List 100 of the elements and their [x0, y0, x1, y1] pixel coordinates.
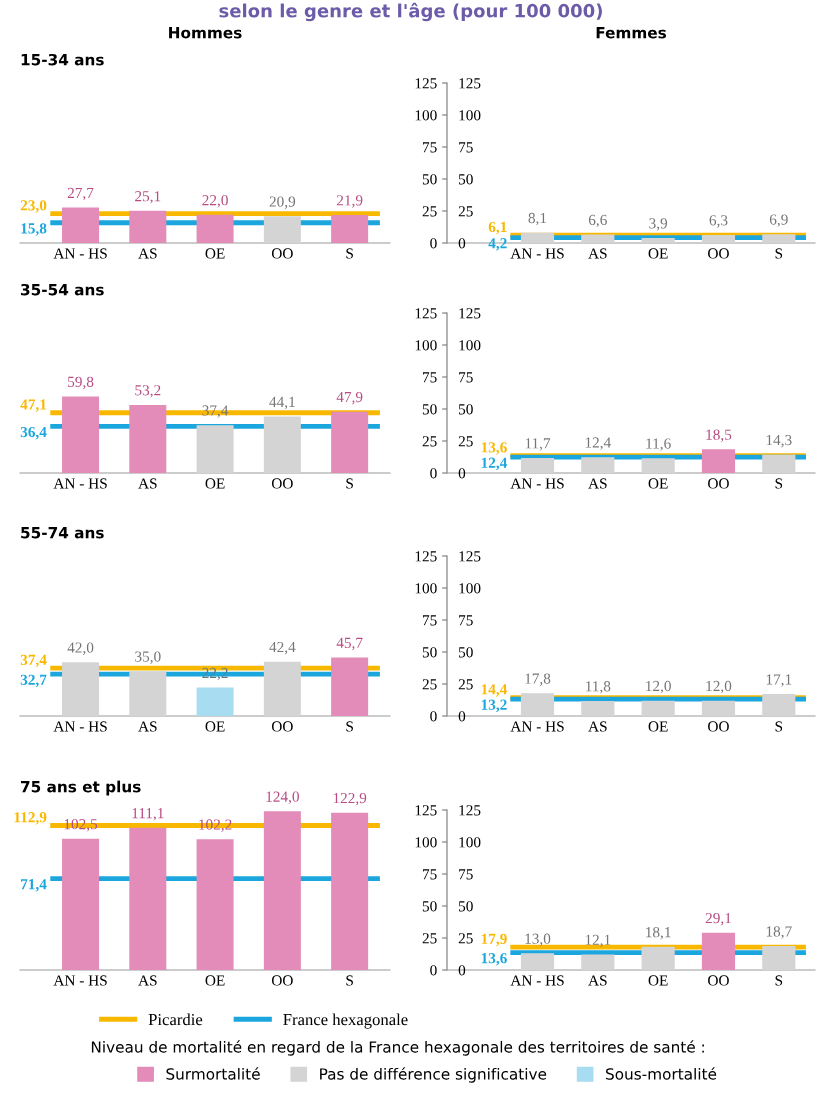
- ref-line-label: 32,7: [20, 674, 47, 688]
- text: Niveau de mortalité en regard de la France hexagonale des territoires de santé :: [91, 1040, 704, 1056]
- x-tick-label: AN - HS: [53, 248, 107, 259]
- x-tick-label: OE: [648, 721, 668, 732]
- bar: [263, 811, 301, 970]
- x-tick-label: AN - HS: [510, 721, 564, 732]
- data-label: 42,0: [67, 642, 94, 655]
- bar: [641, 946, 675, 970]
- bar: [263, 416, 301, 473]
- y-tick-label: 100: [415, 837, 437, 848]
- y2-tick-label: 75: [459, 372, 473, 383]
- bar: [129, 827, 167, 970]
- x-tick-label: S: [775, 721, 783, 732]
- x-tick-label: OE: [648, 478, 668, 489]
- x-tick-label: AS: [138, 975, 157, 986]
- bar: [129, 210, 167, 243]
- bar: [62, 396, 100, 473]
- data-label: 3,9: [649, 218, 668, 231]
- y-tick-label: 50: [422, 647, 437, 658]
- y-tick-label: 25: [422, 679, 437, 690]
- ref-line-label: 37,4: [20, 654, 47, 668]
- bar: [196, 687, 234, 716]
- bar: [129, 671, 167, 716]
- bar: [62, 207, 100, 243]
- x-tick-label: S: [346, 478, 353, 489]
- y2-tick-label: 100: [459, 837, 481, 848]
- data-label: 45,7: [336, 637, 363, 651]
- data-label: 42,4: [269, 641, 296, 655]
- data-label: 35,0: [135, 651, 161, 664]
- data-label: 6,6: [588, 214, 607, 228]
- x-tick-label: S: [775, 478, 783, 489]
- data-label: 11,7: [525, 438, 551, 451]
- ref-line-label: 13,6: [481, 953, 507, 966]
- data-label: 12,4: [585, 437, 611, 450]
- x-tick-label: OO: [708, 248, 729, 259]
- data-label: 25,1: [135, 191, 161, 204]
- x-tick-label: AN - HS: [53, 478, 107, 489]
- data-label: 14,3: [766, 434, 792, 448]
- data-label: 18,5: [706, 429, 732, 443]
- y-tick-label: 0: [430, 468, 437, 479]
- bar: [701, 932, 736, 970]
- y2-tick-label: 50: [459, 174, 473, 185]
- data-label: 122,9: [333, 792, 367, 806]
- x-tick-label: S: [346, 248, 353, 259]
- x-tick-label: OE: [648, 975, 668, 986]
- bar: [581, 954, 615, 970]
- bar: [196, 839, 234, 970]
- bar: [331, 214, 369, 243]
- y-tick-label: 75: [423, 372, 437, 383]
- y-tick-label: 100: [415, 583, 437, 594]
- bar: [331, 411, 369, 473]
- y2-tick-label: 100: [459, 110, 481, 121]
- y-tick-label: 125: [415, 805, 437, 816]
- ref-line-label: 47,1: [20, 399, 47, 412]
- ref-line-label: 23,0: [20, 200, 47, 213]
- data-label: 6,3: [709, 215, 728, 228]
- bar: [263, 216, 301, 243]
- data-label: 29,1: [705, 912, 731, 926]
- y2-tick-label: 25: [458, 679, 473, 690]
- data-label: 6,9: [769, 214, 788, 227]
- legend-label: Surmortalité: [166, 1067, 260, 1080]
- x-tick-label: S: [775, 975, 783, 986]
- y2-tick-label: 25: [458, 933, 473, 944]
- data-label: 11,6: [646, 438, 671, 451]
- x-tick-label: AN - HS: [53, 721, 107, 732]
- data-label: 59,8: [68, 376, 94, 390]
- data-label: 111,1: [132, 808, 164, 821]
- ref-line-label: 14,4: [481, 684, 508, 697]
- chart-title: 55-74 ans: [21, 527, 104, 539]
- data-label: 21,9: [336, 195, 363, 208]
- data-label: 12,0: [646, 680, 671, 694]
- y-tick-label: 25: [422, 436, 437, 447]
- ref-line-label: 112,9: [14, 812, 47, 825]
- x-tick-label: OE: [205, 975, 225, 986]
- x-tick-label: AS: [588, 478, 607, 489]
- y-tick-label: 50: [422, 901, 437, 912]
- y-tick-label: 50: [422, 174, 437, 185]
- bar: [762, 946, 796, 970]
- y2-tick-label: 75: [459, 142, 473, 153]
- x-tick-label: AS: [588, 975, 607, 986]
- y-tick-label: 100: [415, 110, 437, 121]
- legend-label: Pas de différence significative: [320, 1067, 547, 1083]
- y2-tick-label: 50: [459, 647, 473, 658]
- data-label: 53,2: [135, 385, 161, 398]
- x-tick-label: OO: [271, 248, 293, 259]
- y-tick-label: 0: [430, 711, 437, 722]
- data-label: 17,8: [525, 673, 551, 686]
- x-tick-label: AN - HS: [53, 975, 107, 986]
- x-tick-label: AS: [588, 248, 607, 259]
- data-label: 8,1: [528, 212, 547, 226]
- data-label: 124,0: [266, 791, 299, 804]
- data-label: 44,1: [269, 396, 295, 410]
- y2-tick-label: 0: [458, 238, 466, 249]
- bar: [196, 214, 234, 243]
- bar: [196, 425, 234, 473]
- data-label: 27,7: [67, 187, 94, 201]
- data-label: 17,1: [766, 674, 792, 687]
- bar: [331, 657, 369, 716]
- data-label: 12,0: [706, 680, 732, 694]
- data-label: 47,9: [336, 391, 363, 405]
